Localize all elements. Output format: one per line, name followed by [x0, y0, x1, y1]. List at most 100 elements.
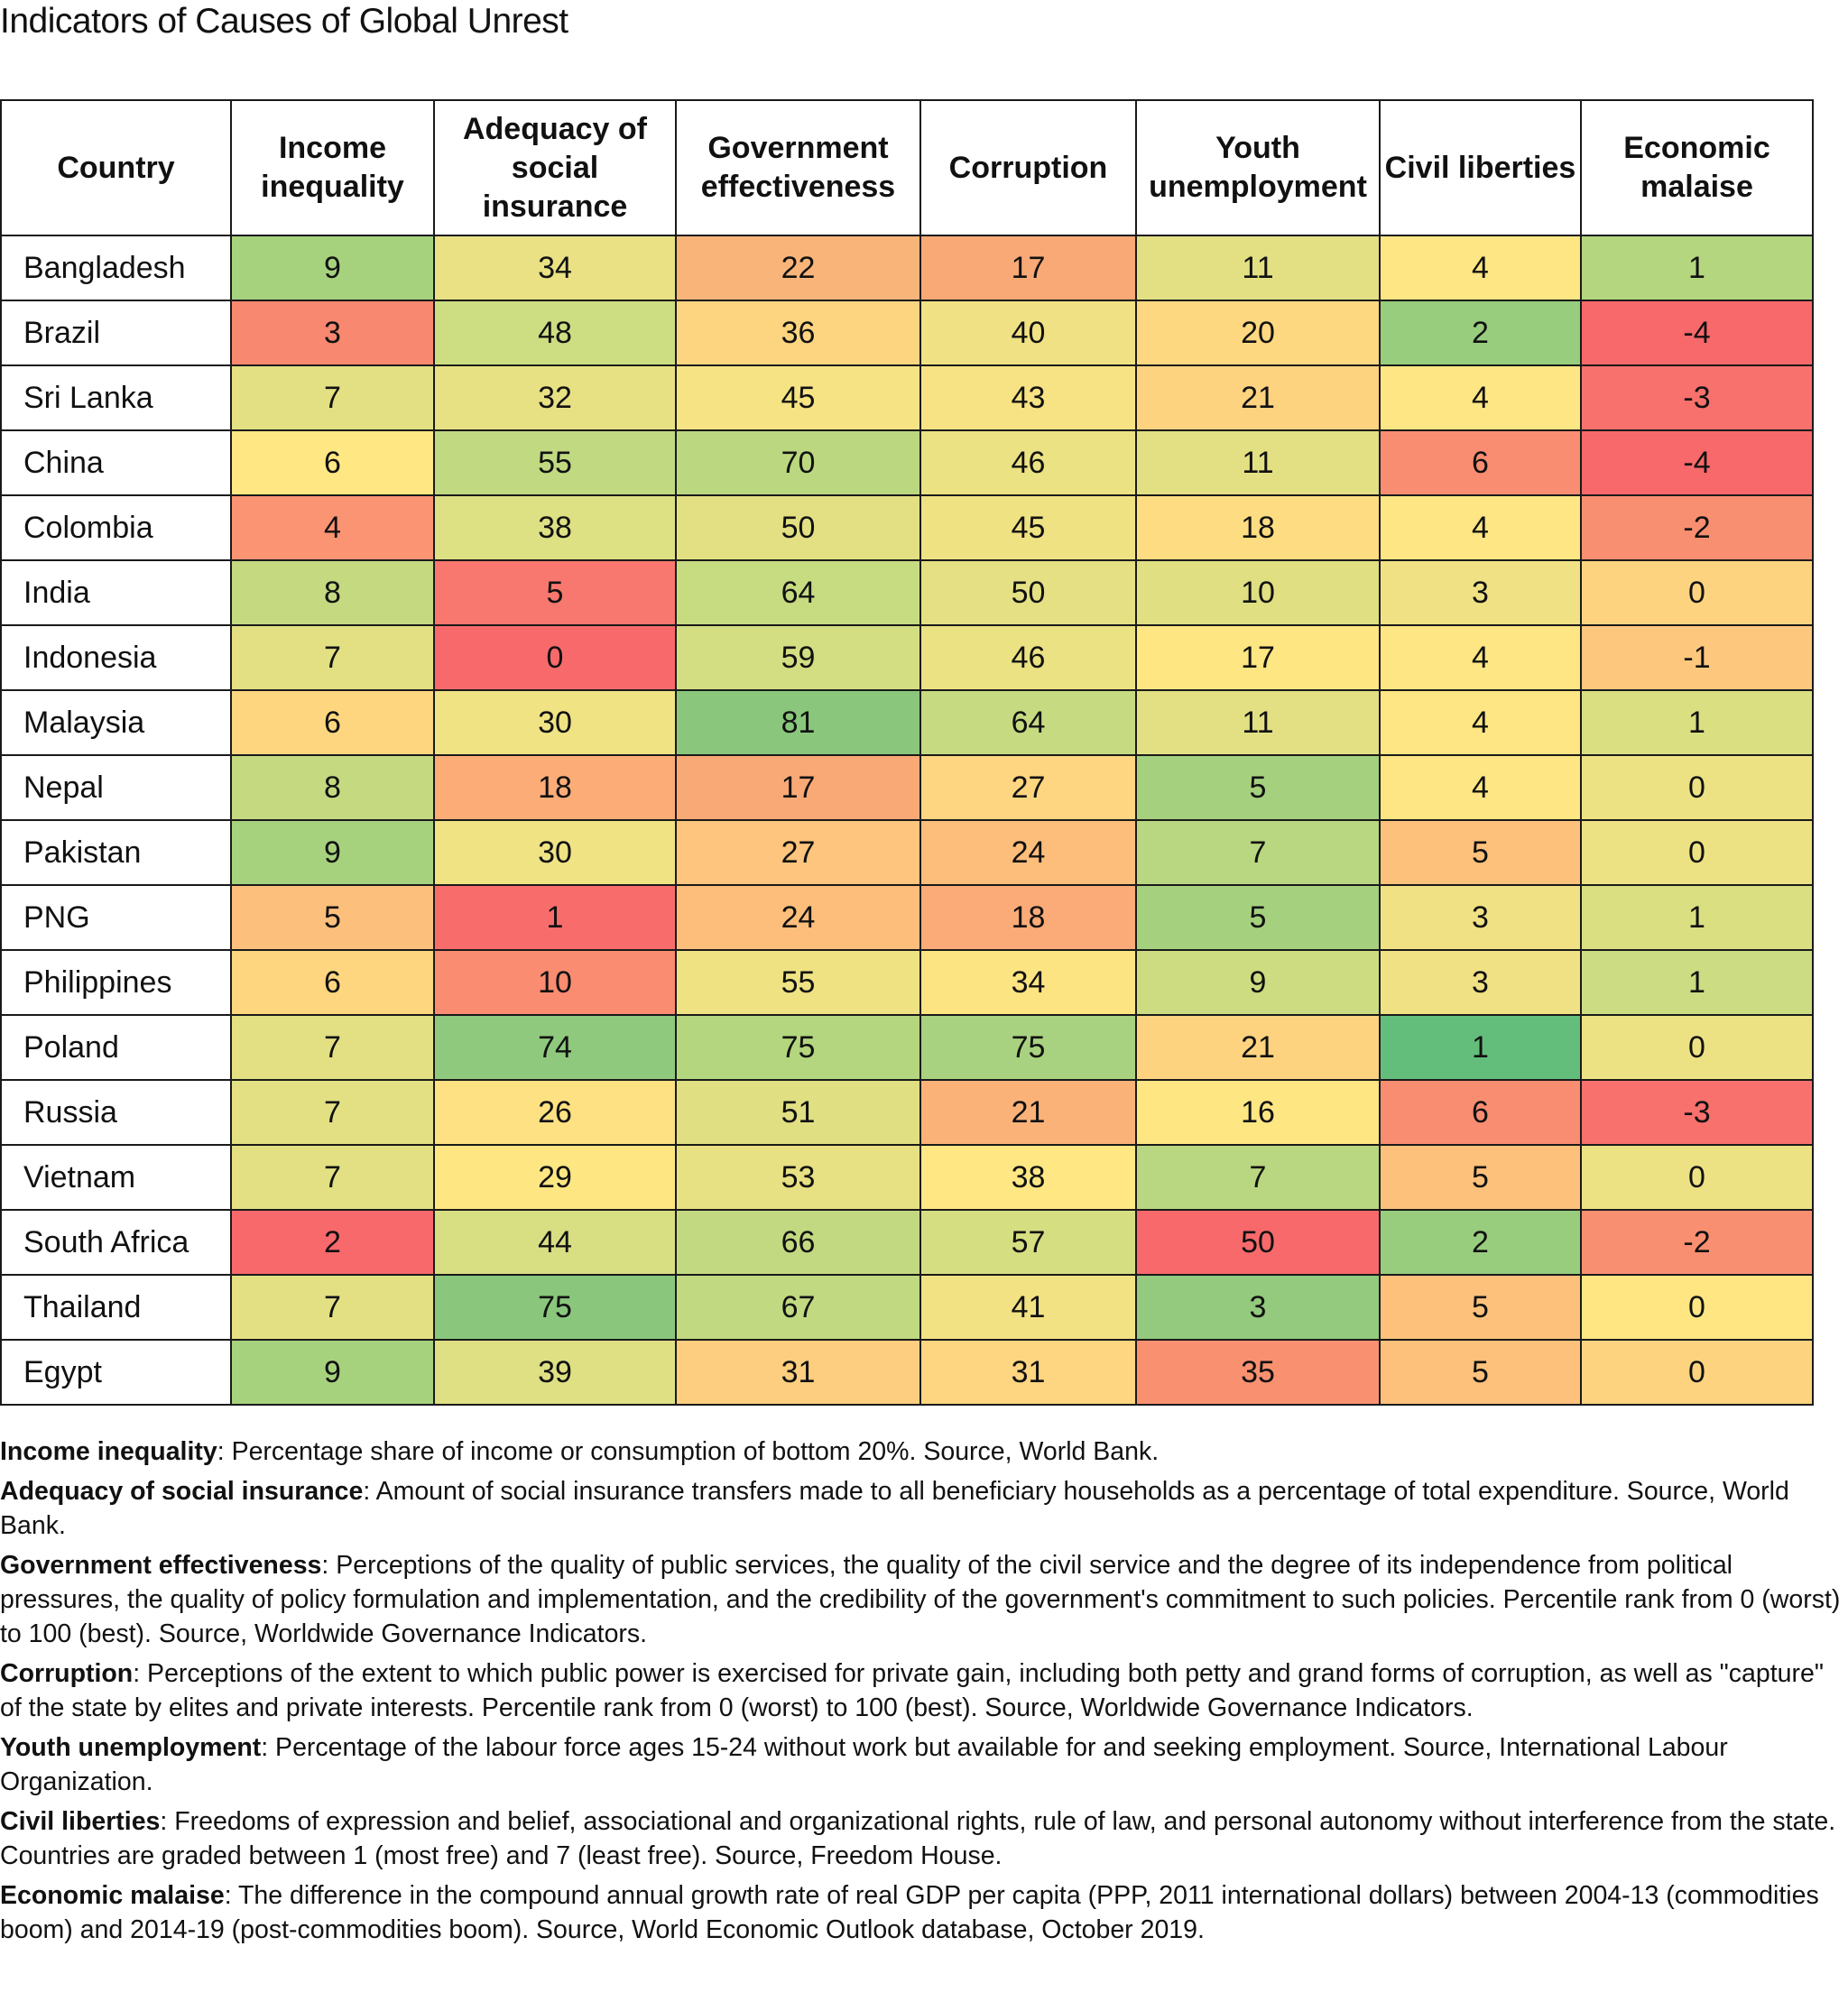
heat-cell: 57	[919, 1209, 1137, 1276]
heat-cell: 1	[1580, 949, 1814, 1016]
notes-section: Income inequality: Percentage share of i…	[0, 1434, 1846, 1952]
heat-cell: 10	[433, 949, 677, 1016]
country-cell: Colombia	[0, 494, 232, 561]
heat-cell: 21	[1135, 364, 1381, 431]
heat-cell: -4	[1580, 300, 1814, 366]
heat-cell: 5	[1135, 884, 1381, 951]
heat-cell: 21	[919, 1079, 1137, 1146]
country-cell: Vietnam	[0, 1144, 232, 1211]
heat-cell: 18	[433, 754, 677, 821]
heat-cell: 1	[1580, 235, 1814, 301]
country-cell: Bangladesh	[0, 235, 232, 301]
heat-cell: -2	[1580, 494, 1814, 561]
heat-cell: 34	[919, 949, 1137, 1016]
heat-cell: 5	[433, 559, 677, 626]
country-cell: Pakistan	[0, 819, 232, 886]
heat-cell: 75	[675, 1014, 921, 1081]
country-cell: Sri Lanka	[0, 364, 232, 431]
table-row: Brazil 3 48 36 40 20 2 -4	[0, 300, 1814, 366]
note-paragraph: Adequacy of social insurance: Amount of …	[0, 1474, 1846, 1543]
heat-cell: 41	[919, 1274, 1137, 1341]
heat-cell: 40	[919, 300, 1137, 366]
heat-cell: 0	[1580, 1014, 1814, 1081]
table-row: China 6 55 70 46 11 6 -4	[0, 429, 1814, 496]
heat-cell: 3	[230, 300, 435, 366]
heat-cell: 3	[1379, 884, 1582, 951]
table-row: Malaysia 6 30 81 64 11 4 1	[0, 689, 1814, 756]
column-header: Government effectiveness	[675, 99, 921, 236]
column-header: Economic malaise	[1580, 99, 1814, 236]
heat-cell: 20	[1135, 300, 1381, 366]
note-text: : Percentage of the labour force ages 15…	[0, 1733, 1728, 1796]
heat-cell: 1	[1379, 1014, 1582, 1081]
heat-cell: 4	[1379, 754, 1582, 821]
heat-cell: 0	[1580, 819, 1814, 886]
heat-cell: 5	[230, 884, 435, 951]
heat-cell: 46	[919, 624, 1137, 691]
heat-cell: 6	[1379, 1079, 1582, 1146]
heat-cell: 55	[433, 429, 677, 496]
table-row: Pakistan 9 30 27 24 7 5 0	[0, 819, 1814, 886]
note-text: : Freedoms of expression and belief, ass…	[0, 1807, 1836, 1870]
note-text: : Perceptions of the extent to which pub…	[0, 1659, 1824, 1722]
heat-cell: 5	[1379, 1274, 1582, 1341]
heat-cell: -3	[1580, 1079, 1814, 1146]
note-term: Income inequality	[0, 1437, 217, 1466]
heat-cell: 45	[675, 364, 921, 431]
heat-cell: 17	[1135, 624, 1381, 691]
note-paragraph: Government effectiveness: Perceptions of…	[0, 1548, 1846, 1651]
heat-cell: 7	[230, 1014, 435, 1081]
heat-cell: 39	[433, 1339, 677, 1406]
heat-cell: 3	[1135, 1274, 1381, 1341]
heat-cell: 6	[230, 689, 435, 756]
table-body: Bangladesh 9 34 22 17 11 4 1 Brazil 3 48 36 40 20 2 -4 S…	[0, 235, 1814, 1406]
heat-cell: 21	[1135, 1014, 1381, 1081]
heat-cell: 64	[675, 559, 921, 626]
heat-cell: 9	[230, 235, 435, 301]
heat-cell: 38	[433, 494, 677, 561]
table-row: Vietnam 7 29 53 38 7 5 0	[0, 1144, 1814, 1211]
heat-cell: 46	[919, 429, 1137, 496]
table-row: PNG 5 1 24 18 5 3 1	[0, 884, 1814, 951]
note-term: Economic malaise	[0, 1881, 225, 1910]
heat-cell: 5	[1379, 1144, 1582, 1211]
heat-cell: 5	[1379, 819, 1582, 886]
note-paragraph: Youth unemployment: Percentage of the la…	[0, 1730, 1846, 1799]
heat-cell: 74	[433, 1014, 677, 1081]
heat-cell: 2	[230, 1209, 435, 1276]
heat-cell: 0	[1580, 754, 1814, 821]
heat-cell: 34	[433, 235, 677, 301]
heat-cell: 43	[919, 364, 1137, 431]
heat-cell: 0	[1580, 559, 1814, 626]
heat-cell: 4	[230, 494, 435, 561]
heat-cell: 7	[230, 1144, 435, 1211]
heat-cell: 17	[919, 235, 1137, 301]
heat-cell: 22	[675, 235, 921, 301]
heat-cell: 0	[1580, 1144, 1814, 1211]
heat-cell: -3	[1580, 364, 1814, 431]
heatmap-table: Country Income inequality Adequacy of soci…	[0, 99, 1814, 1406]
note-term: Government effectiveness	[0, 1551, 322, 1580]
country-cell: Malaysia	[0, 689, 232, 756]
column-header: Adequacy of social insurance	[433, 99, 677, 236]
note-term: Corruption	[0, 1659, 134, 1688]
heat-cell: 81	[675, 689, 921, 756]
column-header: Country	[0, 99, 232, 236]
heat-cell: 75	[433, 1274, 677, 1341]
note-paragraph: Civil liberties: Freedoms of expression …	[0, 1804, 1846, 1873]
heat-cell: 4	[1379, 689, 1582, 756]
heat-cell: 5	[1379, 1339, 1582, 1406]
table-row: South Africa 2 44 66 57 50 2 -2	[0, 1209, 1814, 1276]
heat-cell: 6	[230, 949, 435, 1016]
note-text: : Percentage share of income or consumpt…	[217, 1437, 1160, 1466]
table-row: Sri Lanka 7 32 45 43 21 4 -3	[0, 364, 1814, 431]
heat-cell: 0	[1580, 1274, 1814, 1341]
heat-cell: 10	[1135, 559, 1381, 626]
heat-cell: 27	[675, 819, 921, 886]
heat-cell: 31	[675, 1339, 921, 1406]
heat-cell: 4	[1379, 624, 1582, 691]
heat-cell: 9	[1135, 949, 1381, 1016]
note-text: : Amount of social insurance transfers m…	[0, 1477, 1789, 1540]
table-row: Colombia 4 38 50 45 18 4 -2	[0, 494, 1814, 561]
heat-cell: -4	[1580, 429, 1814, 496]
